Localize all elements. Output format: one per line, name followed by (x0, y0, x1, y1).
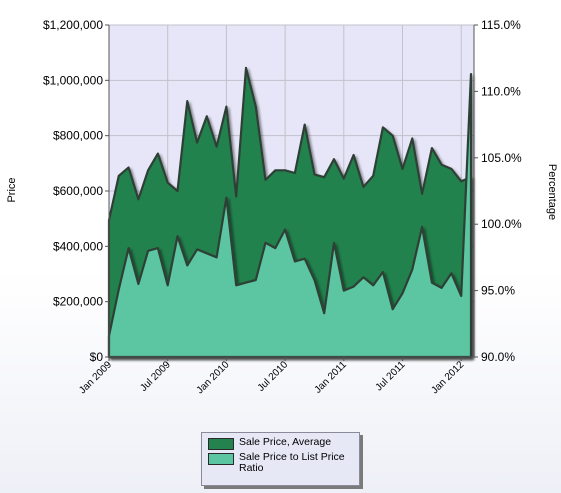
area-series-1 (107, 73, 473, 359)
left-tick-label: $600,000 (53, 184, 103, 198)
x-tick-label: Jul 2009 (138, 359, 173, 394)
legend-item-average-price: Sale Price, Average (208, 437, 353, 450)
x-tick-label: Jul 2011 (374, 359, 408, 393)
legend-item-ratio: Sale Price to List Price Ratio (208, 452, 353, 474)
x-tick-label: Jan 2012 (429, 359, 466, 396)
legend-swatch-ratio (208, 453, 234, 465)
right-tick-label: 95.0% (481, 284, 515, 298)
x-tick-label: Jul 2010 (256, 359, 291, 394)
legend-label-ratio: Sale Price to List Price Ratio (239, 451, 345, 474)
left-tick-label: $0 (90, 350, 104, 364)
right-tick-label: 105.0% (481, 151, 522, 165)
legend: Sale Price, Average Sale Price to List P… (201, 432, 360, 486)
left-axis-title: Price (6, 177, 18, 202)
x-axis-ticks: Jan 2009 Jul 2009 Jan 2010 Jul 2010 Jan 2011… (77, 357, 467, 396)
right-axis-title: Percentage (546, 164, 558, 220)
x-tick-label: Jan 2011 (313, 359, 350, 396)
right-tick-label: 110.0% (481, 84, 521, 98)
left-tick-label: $1,000,000 (43, 73, 103, 87)
left-tick-label: $1,200,000 (43, 18, 103, 32)
x-tick-label: Jan 2010 (195, 359, 232, 396)
right-tick-label: 90.0% (481, 350, 515, 364)
right-tick-label: 100.0% (481, 217, 522, 231)
legend-swatch-average-price (208, 438, 234, 450)
left-tick-label: $400,000 (53, 239, 103, 253)
left-tick-label: $800,000 (53, 129, 103, 143)
left-tick-label: $200,000 (53, 295, 103, 309)
series-areas (107, 66, 473, 359)
right-axis-ticks: 90.0% 95.0% 100.0% 105.0% 110.0% 115.0% (474, 18, 522, 364)
left-axis-ticks: $0 $200,000 $400,000 $600,000 $800,000 $1,000… (43, 18, 109, 364)
x-tick-label: Jan 2009 (77, 359, 114, 396)
right-tick-label: 115.0% (481, 18, 521, 32)
legend-label-average-price: Sale Price, Average (239, 436, 332, 448)
